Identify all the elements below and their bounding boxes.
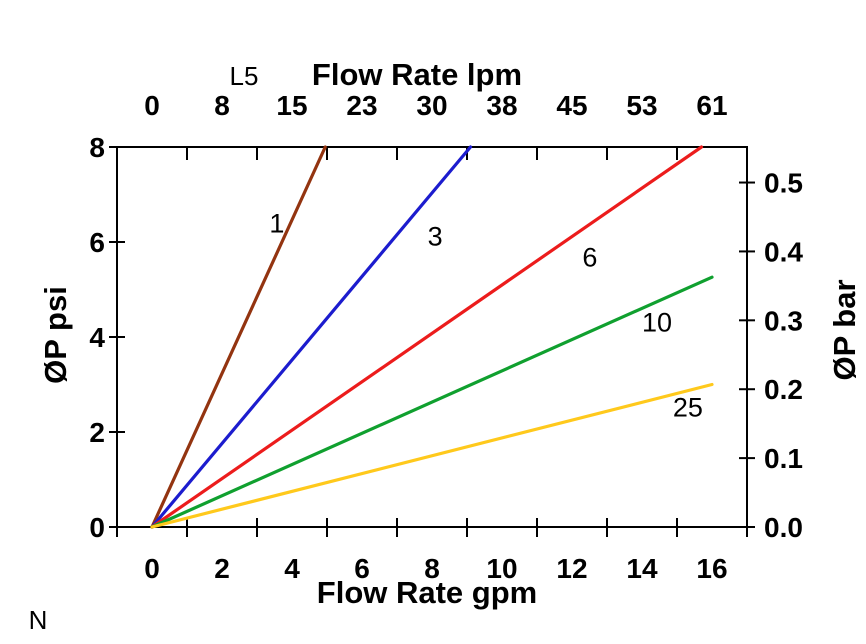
left-axis-title: ØP psi bbox=[38, 286, 73, 384]
right-axis-tick-label: 0.2 bbox=[764, 374, 803, 405]
right-axis-title: ØP bar bbox=[827, 279, 862, 380]
right-axis-tick-label: 0.5 bbox=[764, 168, 803, 199]
bottom-axis-tick-label: 16 bbox=[696, 553, 727, 584]
left-axis-tick-label: 6 bbox=[89, 227, 105, 258]
right-axis-tick-label: 0.1 bbox=[764, 443, 803, 474]
series-line-cv-6 bbox=[150, 145, 704, 529]
bottom-left-code-label: N bbox=[29, 605, 48, 635]
bottom-axis-tick-label: 2 bbox=[214, 553, 230, 584]
left-axis-tick-label: 8 bbox=[89, 132, 105, 163]
top-axis-tick-label: 15 bbox=[276, 90, 307, 121]
series-label-cv-6: 6 bbox=[582, 243, 597, 273]
series-label-cv-1: 1 bbox=[269, 208, 284, 238]
bottom-axis-tick-label: 12 bbox=[556, 553, 587, 584]
bottom-axis-tick-label: 8 bbox=[424, 553, 440, 584]
bottom-axis-tick-label: 6 bbox=[354, 553, 370, 584]
left-axis-tick-label: 2 bbox=[89, 417, 105, 448]
right-axis-tick-label: 0.3 bbox=[764, 305, 803, 336]
left-axis-tick-label: 0 bbox=[89, 512, 105, 543]
series-line-cv-1 bbox=[150, 145, 327, 529]
top-axis-tick-label: 45 bbox=[556, 90, 587, 121]
left-axis-tick-label: 4 bbox=[89, 322, 105, 353]
series-line-cv-10 bbox=[150, 275, 714, 529]
top-axis-tick-label: 38 bbox=[486, 90, 517, 121]
series-label-cv-3: 3 bbox=[428, 221, 443, 251]
top-axis-tick-label: 23 bbox=[346, 90, 377, 121]
right-axis-tick-label: 0.4 bbox=[764, 236, 803, 267]
series-line-labels: 1 3 6 10 25 bbox=[269, 208, 702, 422]
series-label-cv-10: 10 bbox=[642, 307, 672, 337]
right-axis-tick-label: 0.0 bbox=[764, 512, 803, 543]
top-axis-tick-label: 53 bbox=[626, 90, 657, 121]
top-axis-tick-label: 0 bbox=[144, 90, 160, 121]
bottom-axis-tick-label: 14 bbox=[626, 553, 658, 584]
series-line-cv-25 bbox=[150, 382, 714, 529]
model-code-label: L5 bbox=[230, 61, 259, 91]
bottom-axis-tick-label: 4 bbox=[284, 553, 300, 584]
series-line-cv-3 bbox=[150, 145, 473, 529]
top-axis-tick-label: 30 bbox=[416, 90, 447, 121]
top-axis-tick-label: 8 bbox=[214, 90, 230, 121]
series-label-cv-25: 25 bbox=[673, 392, 703, 422]
bottom-axis-tick-label: 10 bbox=[486, 553, 517, 584]
top-axis-tick-label: 61 bbox=[696, 90, 727, 121]
bottom-axis-tick-label: 0 bbox=[144, 553, 160, 584]
axis-ticks bbox=[109, 146, 755, 537]
bottom-axis-title: Flow Rate gpm bbox=[317, 575, 537, 610]
series-lines bbox=[150, 145, 714, 529]
top-axis-title: Flow Rate lpm bbox=[312, 57, 522, 92]
